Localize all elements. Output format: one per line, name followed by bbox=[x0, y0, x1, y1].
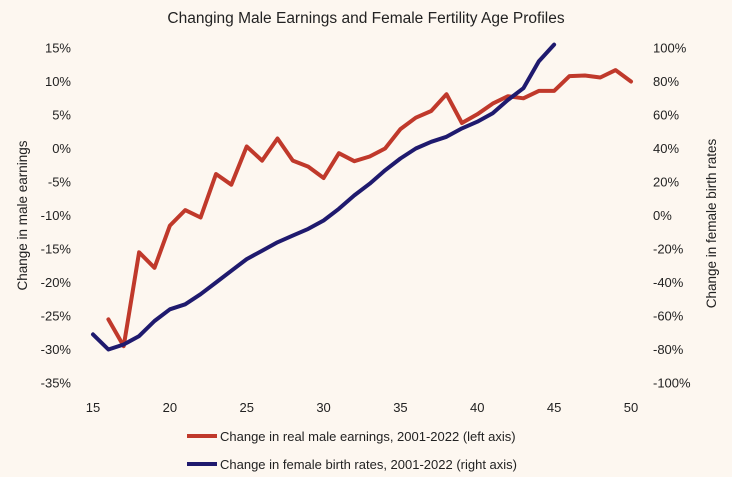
x-tick-label: 40 bbox=[470, 400, 484, 415]
y2-tick-label: 20% bbox=[653, 175, 679, 190]
y2-tick-label: -80% bbox=[653, 342, 684, 357]
y2-tick-label: -40% bbox=[653, 275, 684, 290]
x-tick-label: 30 bbox=[316, 400, 330, 415]
legend: Change in real male earnings, 2001-2022 … bbox=[187, 429, 517, 472]
y-tick-label: 10% bbox=[45, 74, 71, 89]
y2-tick-label: 40% bbox=[653, 141, 679, 156]
y-tick-label: -25% bbox=[41, 309, 72, 324]
series-lines bbox=[91, 42, 633, 352]
chart-title: Changing Male Earnings and Female Fertil… bbox=[167, 10, 564, 27]
y-tick-label: -20% bbox=[41, 275, 72, 290]
y-tick-label: -5% bbox=[48, 175, 72, 190]
x-axis-ticks: 15 20 25 30 35 40 45 50 bbox=[86, 400, 638, 415]
right-axis-ticks: 100% 80% 60% 40% 20% 0% -20% -40% -60% -80% -100% bbox=[653, 41, 691, 391]
x-tick-label: 35 bbox=[393, 400, 407, 415]
x-tick-label: 45 bbox=[547, 400, 561, 415]
left-axis-title: Change in male earnings bbox=[15, 140, 30, 290]
y2-tick-label: -20% bbox=[653, 242, 684, 257]
x-tick-label: 20 bbox=[163, 400, 177, 415]
legend-label-earnings: Change in real male earnings, 2001-2022 … bbox=[220, 429, 516, 444]
y-tick-label: -35% bbox=[41, 376, 72, 391]
y-tick-label: -15% bbox=[41, 242, 72, 257]
x-tick-label: 50 bbox=[624, 400, 638, 415]
right-axis-title: Change in female birth rates bbox=[704, 138, 719, 308]
x-tick-label: 15 bbox=[86, 400, 100, 415]
y-tick-label: -10% bbox=[41, 208, 72, 223]
y-tick-label: 5% bbox=[52, 108, 71, 123]
y-tick-label: 15% bbox=[45, 41, 71, 56]
y2-tick-label: 0% bbox=[653, 208, 672, 223]
legend-label-birth-rates: Change in female birth rates, 2001-2022 … bbox=[220, 457, 517, 472]
left-axis-ticks: 15% 10% 5% 0% -5% -10% -15% -20% -25% -30% -35% bbox=[41, 41, 72, 391]
y2-tick-label: -100% bbox=[653, 376, 691, 391]
series-line-birth-rates bbox=[91, 42, 557, 352]
y-tick-label: 0% bbox=[52, 141, 71, 156]
series-line-earnings bbox=[106, 68, 633, 349]
y2-tick-label: 100% bbox=[653, 41, 687, 56]
y2-tick-label: 60% bbox=[653, 108, 679, 123]
y2-tick-label: -60% bbox=[653, 309, 684, 324]
y2-tick-label: 80% bbox=[653, 74, 679, 89]
x-tick-label: 25 bbox=[239, 400, 253, 415]
y-tick-label: -30% bbox=[41, 342, 72, 357]
